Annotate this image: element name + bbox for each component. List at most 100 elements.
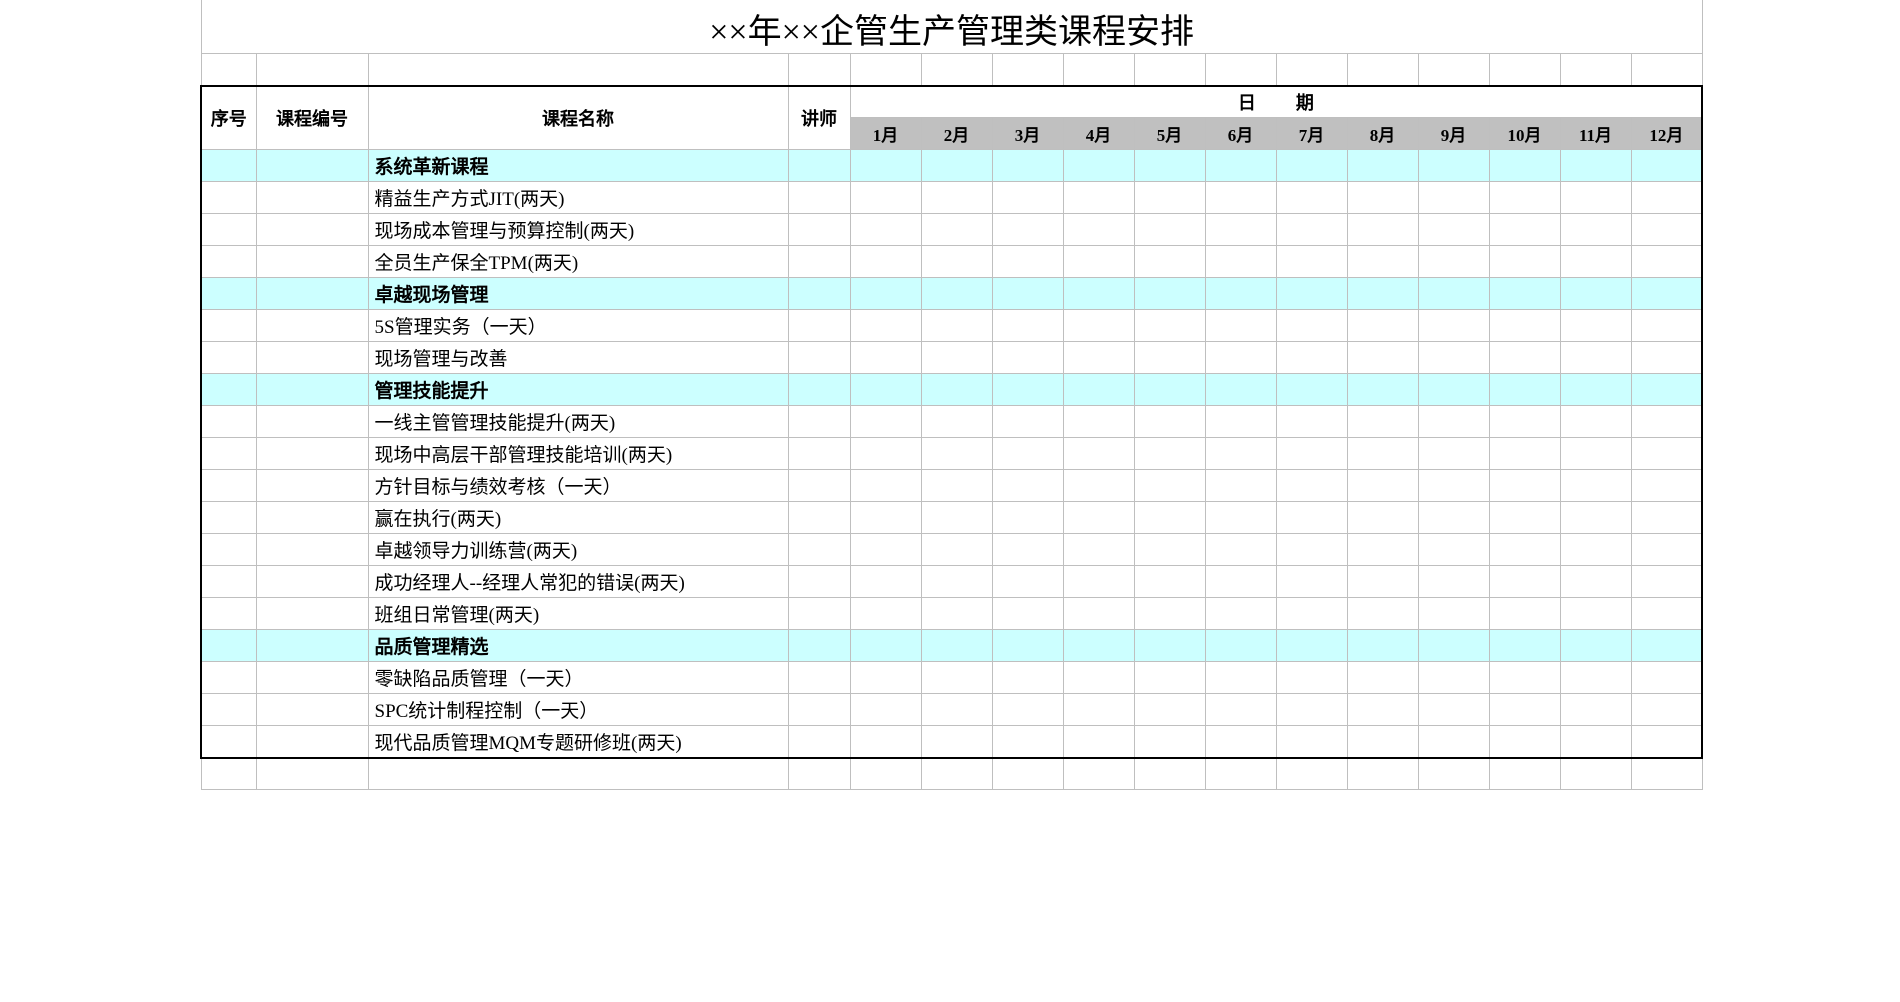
month-cell[interactable] — [1489, 310, 1560, 342]
month-cell[interactable] — [1276, 278, 1347, 310]
month-cell[interactable] — [992, 630, 1063, 662]
code-cell[interactable] — [256, 470, 368, 502]
month-cell[interactable] — [1205, 694, 1276, 726]
seq-cell[interactable] — [201, 374, 256, 406]
month-cell[interactable] — [1205, 150, 1276, 182]
instructor-cell[interactable] — [788, 214, 850, 246]
month-cell[interactable] — [921, 182, 992, 214]
code-cell[interactable] — [256, 374, 368, 406]
month-cell[interactable] — [1276, 534, 1347, 566]
month-cell[interactable] — [921, 310, 992, 342]
month-cell[interactable] — [1134, 342, 1205, 374]
month-cell[interactable] — [1347, 662, 1418, 694]
seq-cell[interactable] — [201, 694, 256, 726]
seq-cell[interactable] — [201, 662, 256, 694]
code-cell[interactable] — [256, 310, 368, 342]
month-cell[interactable] — [992, 598, 1063, 630]
month-cell[interactable] — [1134, 630, 1205, 662]
month-cell[interactable] — [1418, 470, 1489, 502]
seq-cell[interactable] — [201, 182, 256, 214]
month-cell[interactable] — [1631, 438, 1702, 470]
month-cell[interactable] — [1134, 534, 1205, 566]
course-name-cell[interactable]: 卓越领导力训练营(两天) — [368, 534, 788, 566]
month-cell[interactable] — [850, 150, 921, 182]
month-cell[interactable] — [1489, 278, 1560, 310]
month-cell[interactable] — [1631, 406, 1702, 438]
month-cell[interactable] — [1489, 438, 1560, 470]
month-cell[interactable] — [1631, 214, 1702, 246]
month-cell[interactable] — [992, 342, 1063, 374]
month-cell[interactable] — [1418, 150, 1489, 182]
month-cell[interactable] — [1205, 534, 1276, 566]
month-cell[interactable] — [850, 694, 921, 726]
course-name-cell[interactable]: 一线主管管理技能提升(两天) — [368, 406, 788, 438]
month-cell[interactable] — [850, 470, 921, 502]
month-cell[interactable] — [921, 630, 992, 662]
seq-cell[interactable] — [201, 566, 256, 598]
month-cell[interactable] — [1134, 182, 1205, 214]
month-cell[interactable] — [1063, 502, 1134, 534]
month-cell[interactable] — [1560, 630, 1631, 662]
month-cell[interactable] — [1489, 470, 1560, 502]
course-name-cell[interactable]: 零缺陷品质管理（一天） — [368, 662, 788, 694]
code-cell[interactable] — [256, 438, 368, 470]
month-cell[interactable] — [1418, 694, 1489, 726]
month-cell[interactable] — [1205, 598, 1276, 630]
month-cell[interactable] — [1134, 406, 1205, 438]
month-cell[interactable] — [1347, 470, 1418, 502]
month-cell[interactable] — [850, 534, 921, 566]
month-cell[interactable] — [1276, 310, 1347, 342]
month-cell[interactable] — [1205, 630, 1276, 662]
month-cell[interactable] — [1063, 438, 1134, 470]
month-cell[interactable] — [1489, 630, 1560, 662]
month-cell[interactable] — [1560, 598, 1631, 630]
month-cell[interactable] — [1276, 662, 1347, 694]
code-cell[interactable] — [256, 406, 368, 438]
month-cell[interactable] — [921, 214, 992, 246]
month-cell[interactable] — [850, 438, 921, 470]
month-cell[interactable] — [1134, 470, 1205, 502]
month-cell[interactable] — [1418, 342, 1489, 374]
month-cell[interactable] — [1063, 470, 1134, 502]
month-cell[interactable] — [1631, 150, 1702, 182]
seq-cell[interactable] — [201, 278, 256, 310]
month-cell[interactable] — [1560, 726, 1631, 758]
month-cell[interactable] — [1063, 598, 1134, 630]
month-cell[interactable] — [1134, 374, 1205, 406]
month-cell[interactable] — [1276, 502, 1347, 534]
month-cell[interactable] — [1134, 246, 1205, 278]
month-cell[interactable] — [992, 406, 1063, 438]
month-cell[interactable] — [1063, 342, 1134, 374]
month-cell[interactable] — [1489, 662, 1560, 694]
month-cell[interactable] — [1063, 278, 1134, 310]
month-cell[interactable] — [992, 374, 1063, 406]
month-cell[interactable] — [1347, 726, 1418, 758]
month-cell[interactable] — [1560, 534, 1631, 566]
month-cell[interactable] — [1418, 278, 1489, 310]
month-cell[interactable] — [921, 342, 992, 374]
month-cell[interactable] — [1276, 182, 1347, 214]
seq-cell[interactable] — [201, 150, 256, 182]
month-cell[interactable] — [1631, 534, 1702, 566]
month-cell[interactable] — [1276, 374, 1347, 406]
month-cell[interactable] — [1560, 150, 1631, 182]
month-cell[interactable] — [850, 566, 921, 598]
month-cell[interactable] — [1347, 214, 1418, 246]
course-name-cell[interactable]: 现代品质管理MQM专题研修班(两天) — [368, 726, 788, 758]
month-cell[interactable] — [1205, 406, 1276, 438]
month-cell[interactable] — [921, 694, 992, 726]
instructor-cell[interactable] — [788, 406, 850, 438]
month-cell[interactable] — [1560, 694, 1631, 726]
month-cell[interactable] — [1134, 438, 1205, 470]
code-cell[interactable] — [256, 726, 368, 758]
month-cell[interactable] — [1134, 662, 1205, 694]
month-cell[interactable] — [1134, 214, 1205, 246]
month-cell[interactable] — [1063, 310, 1134, 342]
code-cell[interactable] — [256, 598, 368, 630]
seq-cell[interactable] — [201, 310, 256, 342]
month-cell[interactable] — [1489, 598, 1560, 630]
month-cell[interactable] — [992, 694, 1063, 726]
month-cell[interactable] — [1560, 182, 1631, 214]
code-cell[interactable] — [256, 534, 368, 566]
month-cell[interactable] — [1489, 726, 1560, 758]
